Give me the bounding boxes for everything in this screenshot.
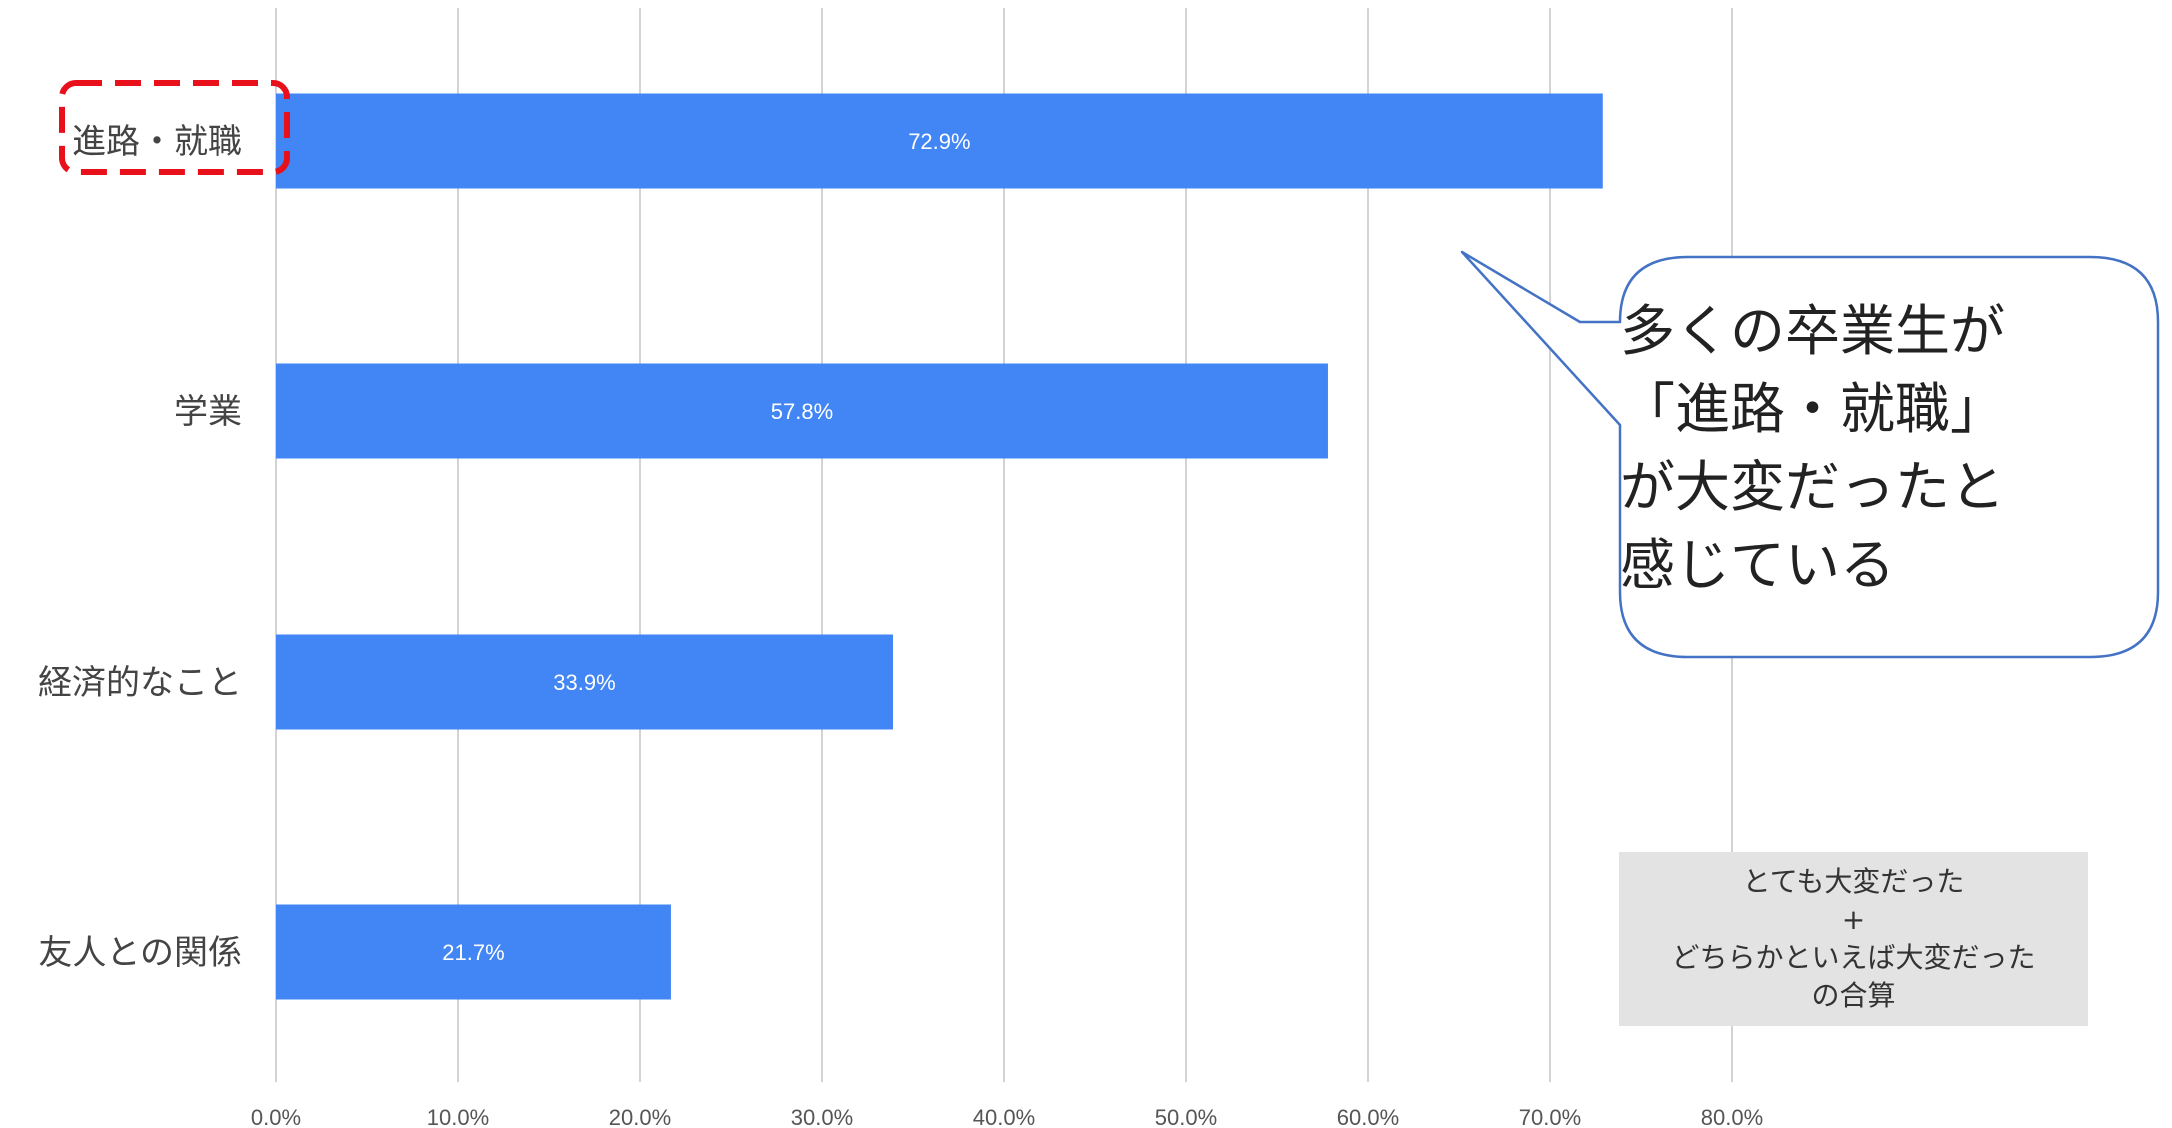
data-label: 21.7% <box>442 940 504 965</box>
data-label: 33.9% <box>553 670 615 695</box>
x-tick-label: 30.0% <box>791 1105 853 1128</box>
note-line: とても大変だった <box>1742 865 1965 898</box>
category-label: 進路・就職 <box>72 122 242 162</box>
x-tick-label: 80.0% <box>1701 1105 1763 1128</box>
category-label: 友人との関係 <box>38 933 242 973</box>
x-tick-label: 0.0% <box>251 1105 301 1128</box>
x-tick-label: 20.0% <box>609 1105 671 1128</box>
x-tick-label: 50.0% <box>1155 1105 1217 1128</box>
callout-bubble <box>1460 250 2160 659</box>
data-label: 57.8% <box>771 399 833 424</box>
note-line: + <box>1841 903 1866 936</box>
x-tick-label: 70.0% <box>1519 1105 1581 1128</box>
bar <box>276 634 893 730</box>
note-line: どちらかといえば大変だった <box>1671 941 2036 974</box>
data-label: 72.9% <box>908 129 970 154</box>
bar <box>276 93 1603 189</box>
callout-text: 多くの卒業生が 「進路・就職」 が大変だったと 感じている <box>1620 292 2040 604</box>
bar <box>276 363 1328 459</box>
category-label: 学業 <box>174 392 242 432</box>
callout-line: 多くの卒業生が <box>1620 299 2006 363</box>
x-tick-label: 40.0% <box>973 1105 1035 1128</box>
note-box: とても大変だった + どちらかといえば大変だった の合算 <box>1619 852 2088 1026</box>
note-line: の合算 <box>1811 979 1896 1012</box>
bar <box>276 904 671 1000</box>
callout-line: 感じている <box>1620 533 1896 597</box>
callout-line: 「進路・就職」 <box>1620 377 2006 441</box>
callout-line: が大変だったと <box>1620 455 2006 519</box>
x-tick-label: 10.0% <box>427 1105 489 1128</box>
highlight-box <box>59 80 290 175</box>
x-tick-label: 60.0% <box>1337 1105 1399 1128</box>
bars: 72.9% 57.8% 33.9% 21.7% <box>276 93 1603 1000</box>
category-label: 経済的なこと <box>38 663 242 703</box>
x-axis-ticks: 0.0% 10.0% 20.0% 30.0% 40.0% 50.0% 60.0% 70.0% 8… <box>251 1105 1763 1128</box>
